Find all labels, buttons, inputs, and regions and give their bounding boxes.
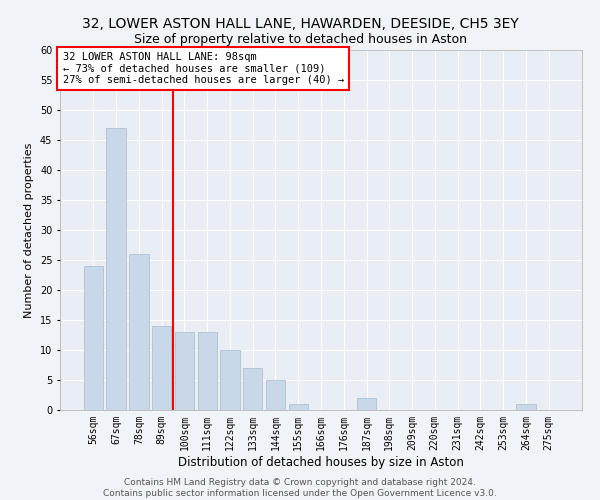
Bar xyxy=(220,350,239,410)
Bar xyxy=(516,404,536,410)
Bar xyxy=(197,332,217,410)
Bar xyxy=(84,266,103,410)
Y-axis label: Number of detached properties: Number of detached properties xyxy=(25,142,34,318)
X-axis label: Distribution of detached houses by size in Aston: Distribution of detached houses by size … xyxy=(178,456,464,468)
Text: 32 LOWER ASTON HALL LANE: 98sqm
← 73% of detached houses are smaller (109)
27% o: 32 LOWER ASTON HALL LANE: 98sqm ← 73% of… xyxy=(62,52,344,85)
Text: Size of property relative to detached houses in Aston: Size of property relative to detached ho… xyxy=(133,32,467,46)
Bar xyxy=(243,368,262,410)
Bar xyxy=(266,380,285,410)
Bar xyxy=(357,398,376,410)
Bar xyxy=(152,326,172,410)
Bar xyxy=(175,332,194,410)
Bar xyxy=(289,404,308,410)
Bar xyxy=(129,254,149,410)
Text: 32, LOWER ASTON HALL LANE, HAWARDEN, DEESIDE, CH5 3EY: 32, LOWER ASTON HALL LANE, HAWARDEN, DEE… xyxy=(82,18,518,32)
Bar xyxy=(106,128,126,410)
Text: Contains HM Land Registry data © Crown copyright and database right 2024.
Contai: Contains HM Land Registry data © Crown c… xyxy=(103,478,497,498)
